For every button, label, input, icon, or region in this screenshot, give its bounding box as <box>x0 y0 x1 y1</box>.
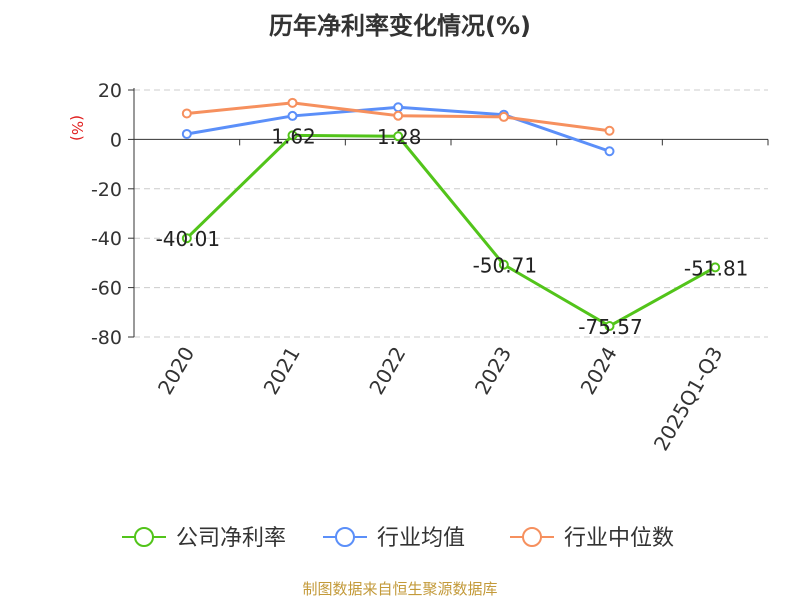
data-point <box>181 233 192 244</box>
x-tick-label: 2022 <box>364 343 410 399</box>
data-point <box>287 130 298 141</box>
data-point <box>181 128 192 139</box>
legend-marker <box>522 527 542 547</box>
chart-title: 历年净利率变化情况(%) <box>269 12 531 40</box>
source-footer: 制图数据来自恒生聚源数据库 <box>302 580 498 598</box>
data-label: -50.71 <box>473 254 537 278</box>
series-lines <box>181 97 721 332</box>
data-point <box>287 97 298 108</box>
data-point <box>393 131 404 142</box>
x-tick-label: 2025Q1-Q3 <box>649 343 728 455</box>
x-tick-label: 2021 <box>259 343 305 399</box>
data-point <box>604 146 615 157</box>
data-point <box>498 259 509 270</box>
data-label: 1.28 <box>377 125 422 149</box>
legend-label: 公司净利率 <box>176 526 286 551</box>
data-point <box>498 111 509 122</box>
data-point <box>181 108 192 119</box>
legend-marker <box>335 527 355 547</box>
series-line-0 <box>185 133 716 328</box>
y-tick-label: -80 <box>91 327 122 349</box>
y-tick-label: -60 <box>91 278 122 300</box>
data-labels: -40.01 1.62 1.28 -50.71 -75.57 -51.81 <box>156 124 749 339</box>
x-tick-label: 2023 <box>470 343 516 399</box>
legend-marker <box>134 527 154 547</box>
y-tick-label: 0 <box>110 129 122 151</box>
data-label: -40.01 <box>156 227 220 251</box>
x-tick-label: 2024 <box>576 343 622 399</box>
data-point <box>604 125 615 136</box>
legend-label: 行业中位数 <box>564 526 674 551</box>
y-tick-label: -20 <box>91 179 122 201</box>
data-label: -75.57 <box>578 315 642 339</box>
data-point <box>710 262 721 273</box>
legend: 公司净利率 行业均值 行业中位数 <box>122 526 674 551</box>
data-point <box>393 110 404 121</box>
data-label: -51.81 <box>684 256 748 280</box>
y-axis-label: (%) <box>68 115 86 141</box>
y-tick-label: -40 <box>91 228 122 250</box>
data-point <box>287 110 298 121</box>
data-point <box>604 321 615 332</box>
data-label: 1.62 <box>271 124 316 148</box>
data-point <box>393 102 404 113</box>
x-tick-label: 2020 <box>153 343 199 399</box>
legend-label: 行业均值 <box>377 526 465 551</box>
y-tick-label: 20 <box>98 80 122 102</box>
